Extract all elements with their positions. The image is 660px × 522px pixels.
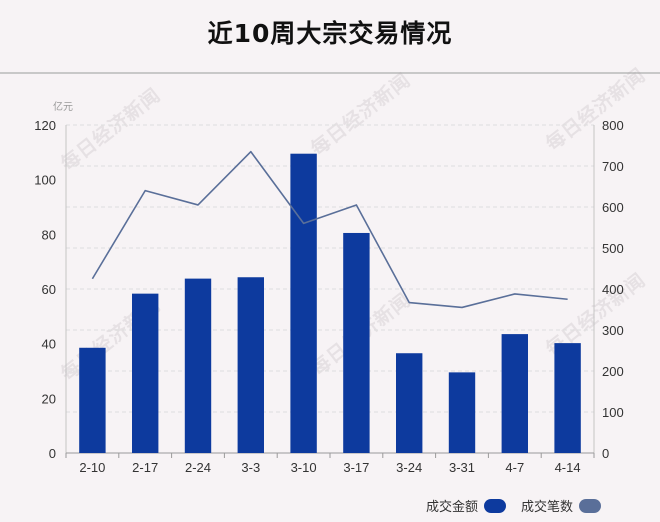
y-tick-label: 40 xyxy=(42,337,56,352)
y-tick-label: 20 xyxy=(42,391,56,406)
bar xyxy=(343,232,370,453)
legend-count: 成交笔数 xyxy=(521,496,602,515)
y-tick-label: 120 xyxy=(34,118,56,133)
bar xyxy=(237,277,264,453)
y2-tick-label: 600 xyxy=(602,200,624,215)
legend-amount-label: 成交金额 xyxy=(426,500,479,515)
x-tick-label: 3-17 xyxy=(343,460,369,475)
y2-tick-label: 800 xyxy=(602,118,624,133)
y2-tick-label: 300 xyxy=(602,323,624,338)
bar xyxy=(396,353,423,453)
x-tick-label: 4-14 xyxy=(555,460,581,475)
legend-amount-swatch xyxy=(484,498,507,513)
y2-tick-label: 700 xyxy=(602,159,624,174)
bar xyxy=(184,278,212,453)
y-tick-label: 100 xyxy=(34,173,56,188)
bar xyxy=(290,153,317,453)
bar xyxy=(448,372,476,453)
x-tick-label: 4-7 xyxy=(505,460,524,475)
y-tick-label: 0 xyxy=(49,446,56,461)
chart: 0 20 40 60 80 100 120 0 100 200 300 400 500 600 700 800… xyxy=(34,100,624,475)
x-tick-label: 3-24 xyxy=(396,460,422,475)
y2-tick-label: 400 xyxy=(602,282,624,297)
y2-tick-label: 200 xyxy=(602,364,624,379)
legend-count-label: 成交笔数 xyxy=(521,500,574,515)
y-tick-label: 80 xyxy=(42,227,56,242)
x-tick-label: 3-31 xyxy=(449,460,475,475)
x-tick-label: 3-10 xyxy=(291,460,317,475)
x-tick-label: 2-24 xyxy=(185,460,211,475)
x-tick-label: 3-3 xyxy=(241,460,260,475)
legend-count-swatch xyxy=(579,498,602,513)
y-unit-label: 亿元 xyxy=(53,100,73,113)
y2-tick-label: 500 xyxy=(602,241,624,256)
x-tick-label: 2-17 xyxy=(132,460,158,475)
y2-tick-label: 0 xyxy=(602,446,609,461)
bar xyxy=(554,343,581,453)
legend-amount: 成交金额 xyxy=(426,496,507,515)
y2-tick-label: 100 xyxy=(602,405,624,420)
bar xyxy=(132,293,159,453)
series-line xyxy=(91,150,568,309)
chart-title: 近10周大宗交易情况 xyxy=(207,19,453,48)
title-divider xyxy=(0,72,660,74)
bar xyxy=(79,347,106,453)
bar xyxy=(501,334,528,453)
y-tick-label: 60 xyxy=(42,282,56,297)
x-tick-label: 2-10 xyxy=(79,460,105,475)
